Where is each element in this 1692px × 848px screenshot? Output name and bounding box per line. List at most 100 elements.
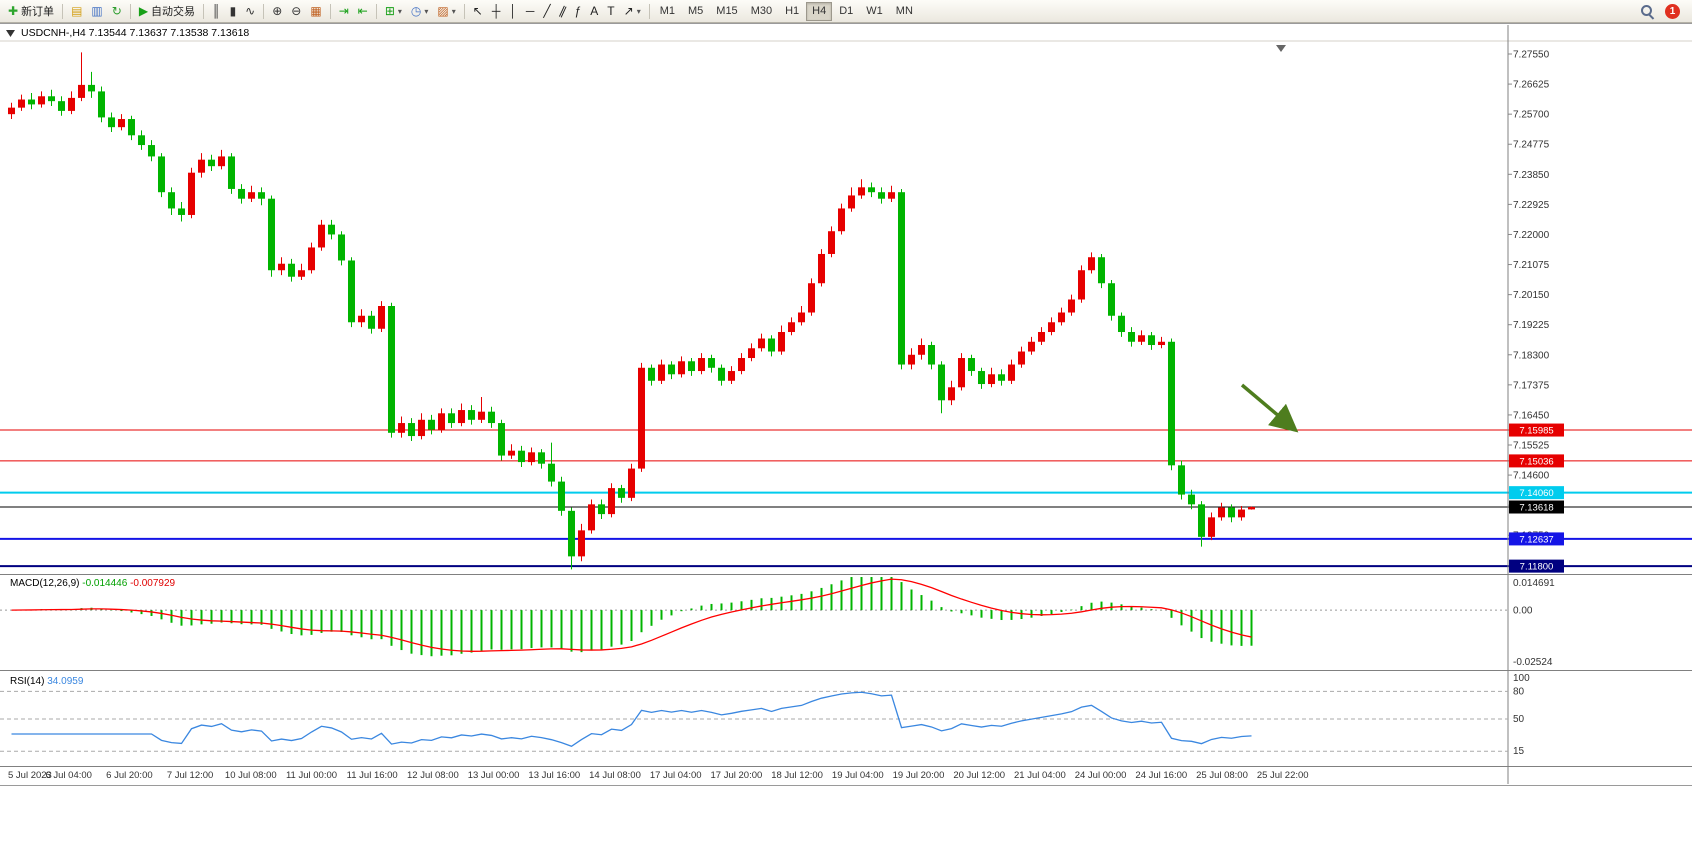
rsi-axis-label: 80 [1513,686,1525,697]
chart-background [0,24,1692,785]
candlestick-chart-button[interactable]: ▮ [226,2,241,21]
auto-scroll-button[interactable]: ⇥ [335,2,353,21]
indicators-button[interactable]: ⊞ ▾ [381,2,406,21]
bar-chart-icon: ║ [212,4,221,18]
time-axis-label: 17 Jul 20:00 [711,770,763,781]
timeframe-m5-button[interactable]: M5 [682,2,709,21]
autotrading-button[interactable]: ▶ 自动交易 [135,2,199,21]
price-axis-label: 7.22000 [1513,230,1550,241]
time-axis-label: 19 Jul 04:00 [832,770,884,781]
toolbar-separator [463,3,465,19]
timeframe-h4-button[interactable]: H4 [806,1,833,21]
data-window-icon: ▥ [91,4,103,18]
price-axis-label: 7.17375 [1513,380,1550,391]
search-icon[interactable] [1639,3,1655,20]
time-axis-label: 21 Jul 04:00 [1014,770,1066,781]
timeframe-group: M1 M5 M15 M30 H1 H4 D1 W1 MN [654,1,919,21]
data-window-button[interactable]: ▥ [87,2,106,21]
label-icon: T [607,4,615,18]
horizontal-line-button[interactable]: ─ [522,2,539,21]
toolbar-group: ⊞ ▾ ◷ ▾ ▨ ▾ [381,2,460,21]
arrows-icon: ↗ [623,4,634,18]
trendline-button[interactable]: ╱ [539,2,554,21]
market-watch-button[interactable]: ▤ [67,2,86,21]
toolbar-group: ▶ 自动交易 [135,2,199,21]
price-axis-label: 7.19225 [1513,320,1550,331]
time-axis-label: 18 Jul 12:00 [771,770,823,781]
timeframe-m1-button[interactable]: M1 [654,2,681,21]
dropdown-arrow-icon: ▾ [397,6,402,16]
text-button[interactable]: A [586,2,602,21]
navigator-button[interactable]: ↻ [108,2,126,21]
svg-text:7.12637: 7.12637 [1519,534,1553,545]
symbol-ohlc-label: USDCNH-,H4 7.13544 7.13637 7.13538 7.136… [21,27,249,39]
macd-signal-line [11,578,1252,652]
market-watch-icon: ▤ [71,4,83,18]
time-axis-label: 25 Jul 22:00 [1257,770,1309,781]
time-axis-label: 5 Jul 2023 [8,770,52,781]
label-button[interactable]: T [603,2,618,21]
zoom-out-icon: ⊖ [291,4,302,18]
timeframe-m15-button[interactable]: M15 [710,2,743,21]
cursor-icon: ↖ [472,4,483,18]
templates-icon: ▨ [437,4,449,18]
bar-chart-button[interactable]: ║ [208,2,225,21]
periods-button[interactable]: ◷ ▾ [407,2,433,21]
zoom-in-button[interactable]: ⊕ [268,2,286,21]
tile-windows-button[interactable]: ▦ [306,2,325,21]
timeframe-m30-button[interactable]: M30 [745,2,778,21]
price-badge-7.14060 [1509,486,1564,500]
rsi-axis-label: 100 [1513,673,1530,684]
timeframe-d1-button[interactable]: D1 [833,2,859,21]
channel-icon: ∥ [556,3,569,19]
search-handle [1648,14,1655,20]
chart-shift-button[interactable]: ⇤ [354,2,372,21]
timeframe-w1-button[interactable]: W1 [860,2,889,21]
fibonacci-button[interactable]: ƒ [571,2,586,21]
timeframe-mn-button[interactable]: MN [890,2,919,21]
chart-window: 7.27550 7.26625 7.25700 7.24775 7.23850 7.229… [0,23,1692,786]
chart-shift-marker[interactable] [1276,45,1286,52]
svg-text:7.15985: 7.15985 [1519,426,1553,437]
price-badge-7.11800 [1509,559,1564,573]
arrows-button[interactable]: ↗ ▾ [620,2,645,21]
candlestick-chart-icon: ▮ [229,4,237,18]
search-lens [1641,5,1652,16]
toolbar-group: ▤ ▥ ↻ [67,2,126,21]
vertical-line-button[interactable]: │ [505,2,521,21]
zoom-out-button[interactable]: ⊖ [287,2,305,21]
time-axis-label: 6 Jul 20:00 [106,770,152,781]
price-badge-7.15036 [1509,454,1564,468]
new-order-button[interactable]: ✚ 新订单 [4,2,58,21]
chart-canvas[interactable]: 7.27550 7.26625 7.25700 7.24775 7.23850 7.229… [0,24,1692,785]
channel-button[interactable]: ∥ [556,2,570,21]
templates-button[interactable]: ▨ ▾ [433,2,459,21]
toolbar: ✚ 新订单 ▤ ▥ ↻ ▶ 自动交易 ║ ▮ ∿ ⊕ ⊖ ▦ ⇥ ⇤ ⊞ ▾ ◷ ▾ ▨ ▾ ↖ ┼ │ ─ ╱ ∥ ƒ A T ↗ ▾ M1 M… [0,0,1692,23]
chart-shift-icon: ⇤ [357,4,368,18]
annotation-arrow[interactable] [1240,383,1299,433]
price-axis-label: 7.27550 [1513,50,1550,61]
toolbar-separator [129,3,131,19]
cursor-button[interactable]: ↖ [469,2,487,21]
price-axis-label: 7.15525 [1513,441,1550,452]
periods-icon: ◷ [410,4,422,18]
macd-panel: 0.014691 0.00 -0.02524 MACD(12,26,9) -0.014… [0,577,1555,668]
svg-text:7.14060: 7.14060 [1519,488,1553,499]
svg-text:7.13618: 7.13618 [1519,503,1553,514]
time-axis-label: 7 Jul 12:00 [167,770,213,781]
horizontal-lines [0,429,1692,568]
notification-badge[interactable]: 1 [1665,3,1680,19]
candles-layer [8,52,1255,570]
new-order-button-label: 新订单 [21,6,55,18]
time-axis-label: 24 Jul 16:00 [1135,770,1187,781]
timeframe-h1-button[interactable]: H1 [779,2,805,21]
crosshair-button[interactable]: ┼ [488,2,505,21]
toolbar-separator [203,3,205,19]
one-click-trading-arrow[interactable] [6,30,15,37]
toolbar-group: ⊕ ⊖ ▦ [268,2,325,21]
macd-axis-min: -0.02524 [1513,657,1553,668]
toolbar-right: 1 [1639,3,1688,20]
toolbar-separator [62,3,64,19]
line-chart-button[interactable]: ∿ [241,2,259,21]
